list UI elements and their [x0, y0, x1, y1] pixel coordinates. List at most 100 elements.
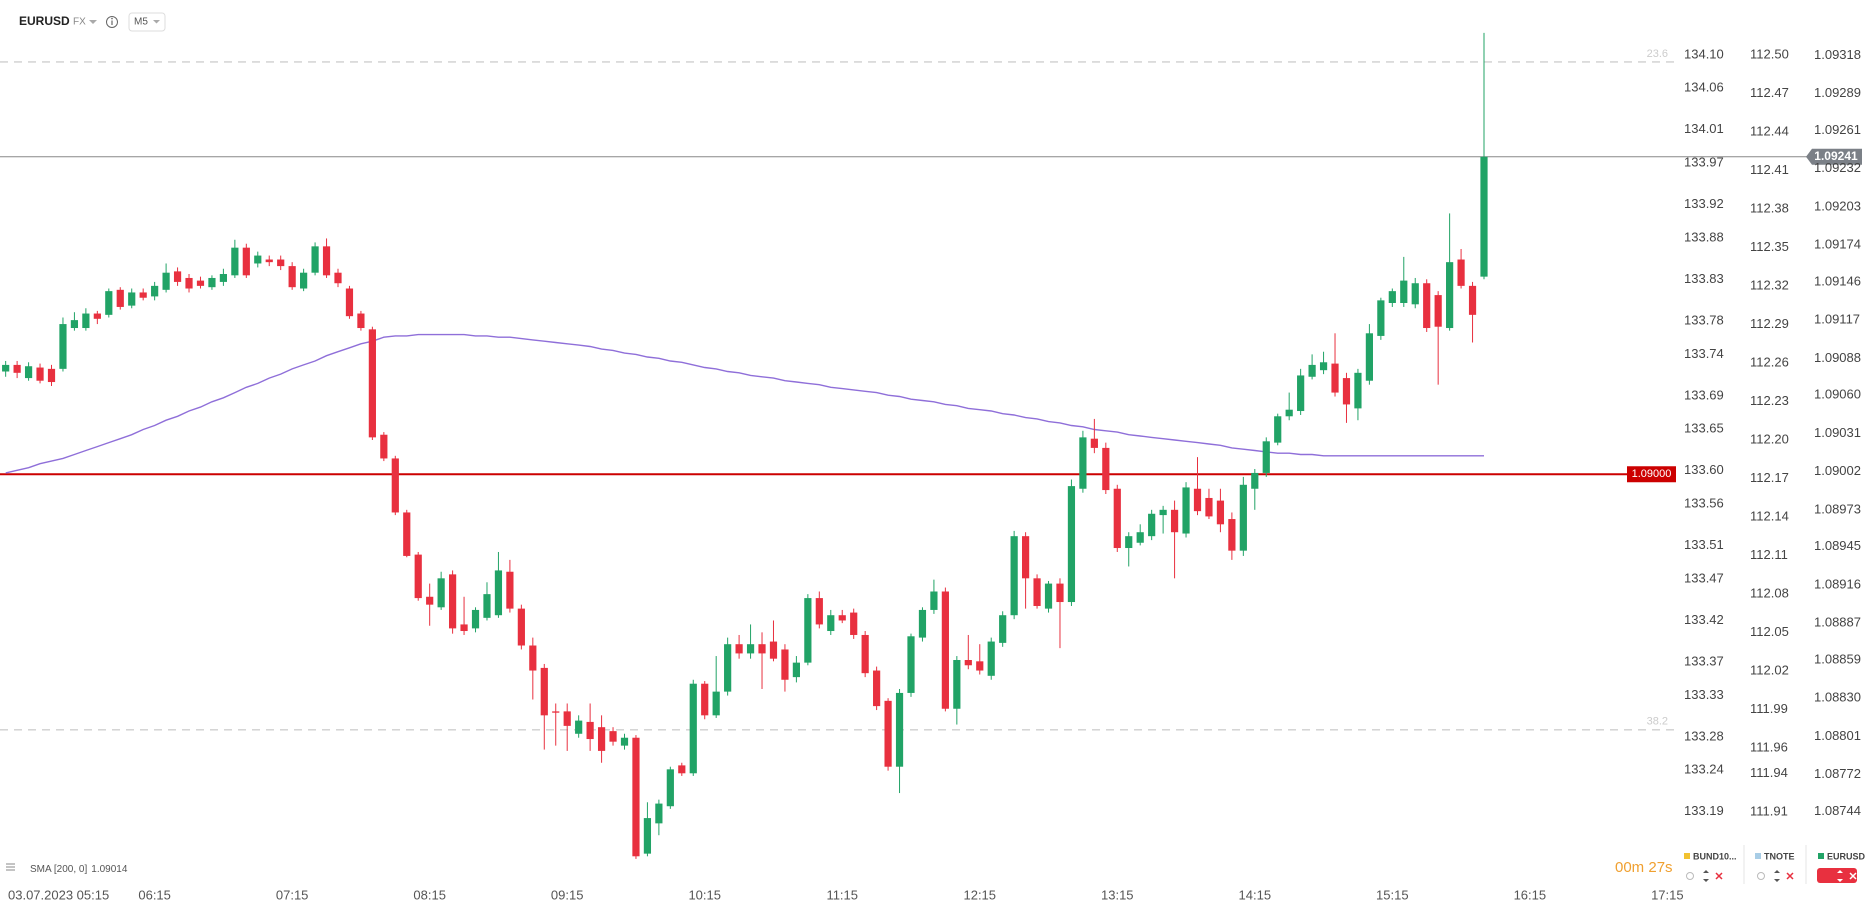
legend-visibility[interactable] — [1757, 872, 1765, 880]
candle-body — [357, 313, 365, 329]
x-tick-label: 13:15 — [1101, 887, 1134, 902]
candle-body — [242, 247, 250, 276]
y-tick-label: 1.09261 — [1814, 122, 1861, 137]
candle-body — [678, 765, 686, 774]
candle-body — [1354, 372, 1362, 409]
secondary-tick-label: 133.92 — [1684, 196, 1724, 211]
secondary-tick-label: 134.01 — [1684, 121, 1724, 136]
candle-body — [540, 667, 548, 716]
candle-body — [930, 591, 938, 610]
secondary-tick-label: 112.14 — [1750, 508, 1789, 523]
candle-body — [1193, 488, 1202, 512]
legend: BUND10... TNOTE EURUSD — [1684, 851, 1866, 883]
timeframe-label: M5 — [134, 17, 148, 28]
x-tick-label: 03.07.2023 05:15 — [8, 887, 109, 902]
candle-body — [1274, 416, 1282, 443]
x-tick-label: 07:15 — [276, 887, 309, 902]
candle-body — [953, 660, 961, 709]
candle-body — [24, 366, 33, 379]
x-tick-label: 06:15 — [138, 887, 171, 902]
candle-body — [804, 598, 812, 663]
header: EURUSD FX M5 — [19, 12, 166, 32]
legend-visibility[interactable] — [1686, 872, 1694, 880]
legend-swatch — [1818, 853, 1824, 859]
info-icon[interactable] — [106, 16, 118, 28]
secondary-tick-label: 112.50 — [1750, 47, 1789, 62]
secondary-tick-label: 133.33 — [1684, 687, 1724, 702]
candle-body — [185, 277, 193, 289]
candle-body — [563, 711, 571, 726]
candle-body — [1033, 578, 1041, 606]
candle-body — [861, 634, 869, 674]
candle-body — [1319, 362, 1328, 371]
legend-remove[interactable] — [1849, 872, 1857, 880]
candle-body — [689, 683, 697, 774]
secondary-tick-label: 133.28 — [1684, 728, 1724, 743]
candle-body — [1446, 262, 1454, 329]
candle-body — [334, 272, 342, 284]
candle-body — [735, 644, 743, 654]
candle-body — [941, 591, 949, 709]
secondary-tick-label: 112.38 — [1750, 201, 1789, 216]
secondary-tick-label: 112.26 — [1750, 354, 1789, 369]
candle-body — [1067, 486, 1076, 603]
candle-body — [300, 272, 308, 289]
candle-body — [173, 271, 182, 282]
secondary-tick-label: 112.29 — [1750, 316, 1789, 331]
candle-body — [609, 731, 617, 742]
secondary-tick-label: 133.24 — [1684, 762, 1724, 777]
candle-body — [575, 720, 583, 734]
candle-body — [59, 324, 67, 369]
candle-body — [116, 289, 124, 307]
indicator-icon[interactable] — [6, 863, 15, 871]
secondary-tick-label: 112.32 — [1750, 278, 1789, 293]
legend-move[interactable] — [1774, 870, 1780, 882]
candle-body — [391, 458, 399, 513]
candle-body — [1113, 488, 1121, 549]
candle-body — [1125, 536, 1133, 549]
candle-body — [1285, 409, 1293, 417]
candle-body — [1056, 583, 1064, 603]
candle-body — [1457, 259, 1465, 286]
candle-body — [1480, 156, 1488, 277]
market-dropdown[interactable] — [89, 20, 97, 24]
secondary-tick-label: 133.69 — [1684, 387, 1724, 402]
y-tick-label: 1.09203 — [1814, 198, 1861, 213]
secondary-tick-label: 112.11 — [1750, 547, 1788, 562]
y-tick-label: 1.08801 — [1814, 728, 1861, 743]
candle-body — [82, 313, 90, 329]
secondary-tick-label: 133.42 — [1684, 612, 1724, 627]
candle-body — [976, 661, 984, 671]
x-tick-label: 10:15 — [688, 887, 721, 902]
level-label-box — [1627, 466, 1676, 483]
candle-body — [712, 691, 720, 716]
candle-body — [208, 277, 216, 288]
timeframe-box[interactable] — [128, 12, 166, 32]
secondary-tick-label: 112.23 — [1750, 393, 1789, 408]
legend-remove[interactable] — [1786, 872, 1794, 880]
candle-body — [1388, 291, 1396, 303]
candle-body — [70, 320, 79, 329]
candle-body — [151, 285, 159, 297]
candle-body — [792, 662, 800, 678]
secondary-tick-label: 133.65 — [1684, 421, 1724, 436]
candle-body — [93, 313, 101, 319]
secondary-tick-label: 112.35 — [1750, 239, 1789, 254]
legend-move[interactable] — [1703, 870, 1709, 882]
y-tick-label: 1.08916 — [1814, 576, 1861, 591]
secondary-tick-label: 133.60 — [1684, 462, 1724, 477]
legend-move[interactable] — [1837, 870, 1843, 882]
secondary-tick-label: 112.02 — [1750, 662, 1789, 677]
candle-body — [758, 644, 766, 654]
candle-body — [643, 818, 652, 854]
y-tick-label: 1.08973 — [1814, 501, 1861, 516]
legend-remove[interactable] — [1715, 872, 1723, 880]
indicator-name: SMA [200, 0] — [30, 864, 87, 875]
candle-body — [1010, 536, 1018, 616]
candle-body — [838, 615, 846, 621]
candle-body — [322, 246, 331, 276]
y-tick-label: 1.08887 — [1814, 615, 1861, 630]
market-label: FX — [73, 17, 86, 28]
current-price-label: 1.09241 — [1814, 149, 1858, 163]
